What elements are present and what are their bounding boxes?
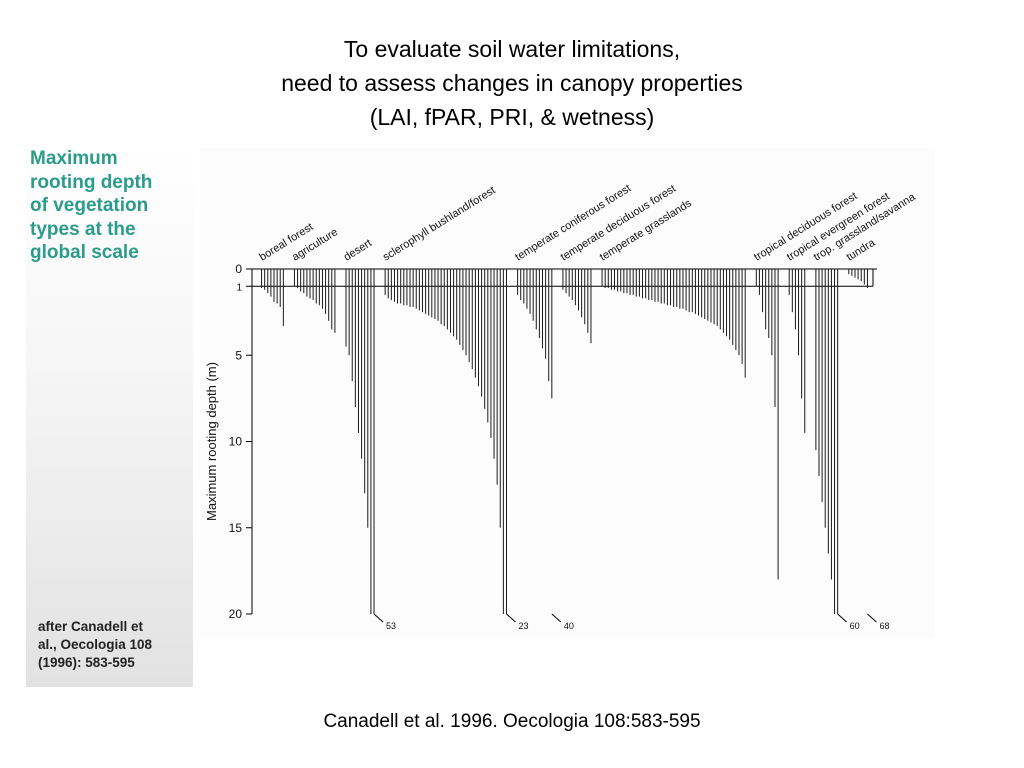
panel-citation: after Canadell et al., Oecologia 108 (19… xyxy=(38,618,190,672)
truncation-mark xyxy=(867,613,877,623)
rooting-depth-chart: 0 1 5 10 15 20 Maximum rooting depth (m) boreal… xyxy=(200,148,935,638)
panel-citation-line: (1996): 583-595 xyxy=(38,655,135,670)
truncation-mark xyxy=(837,613,847,623)
footer-citation: Canadell et al. 1996. Oecologia 108:583-… xyxy=(323,711,701,732)
truncated-value-label: 60 xyxy=(850,621,860,631)
title-line-3: (LAI, fPAR, PRI, & wetness) xyxy=(369,104,655,130)
y-tick-label: 0 xyxy=(235,262,242,276)
truncated-value-label: 23 xyxy=(518,621,528,631)
biome-label: desert xyxy=(342,237,374,263)
panel-heading-line: of vegetation xyxy=(30,195,149,216)
panel-heading-line: rooting depth xyxy=(30,171,153,193)
y-tick-label: 5 xyxy=(235,348,242,362)
y-tick-label: 1 xyxy=(236,282,242,293)
panel-citation-line: after Canadell et xyxy=(38,619,144,634)
side-panel: Maximum rooting depth of vegetation type… xyxy=(26,143,193,687)
truncated-value-label: 53 xyxy=(386,621,396,631)
panel-heading-line: global scale xyxy=(30,242,139,263)
panel-heading: Maximum rooting depth of vegetation type… xyxy=(30,147,192,265)
title-line-2: need to assess changes in canopy propert… xyxy=(281,70,743,96)
slide-title: To evaluate soil water limitations, need… xyxy=(0,32,1024,134)
biome-label: sclerophyll bushland/forest xyxy=(381,184,498,263)
panel-citation-line: al., Oecologia 108 xyxy=(38,637,153,652)
y-tick-label: 15 xyxy=(229,521,243,535)
y-tick-label: 10 xyxy=(229,435,243,449)
y-axis-label: Maximum rooting depth (m) xyxy=(204,362,219,521)
truncation-mark xyxy=(373,613,384,623)
truncated-value-label: 68 xyxy=(879,621,889,631)
panel-heading-line: Maximum xyxy=(30,148,118,169)
panel-heading-line: types at the xyxy=(30,218,136,240)
title-line-1: To evaluate soil water limitations, xyxy=(343,36,681,62)
truncation-mark xyxy=(551,613,562,623)
truncation-mark xyxy=(506,613,516,623)
truncated-value-label: 40 xyxy=(564,621,574,631)
y-tick-label: 20 xyxy=(229,607,243,621)
